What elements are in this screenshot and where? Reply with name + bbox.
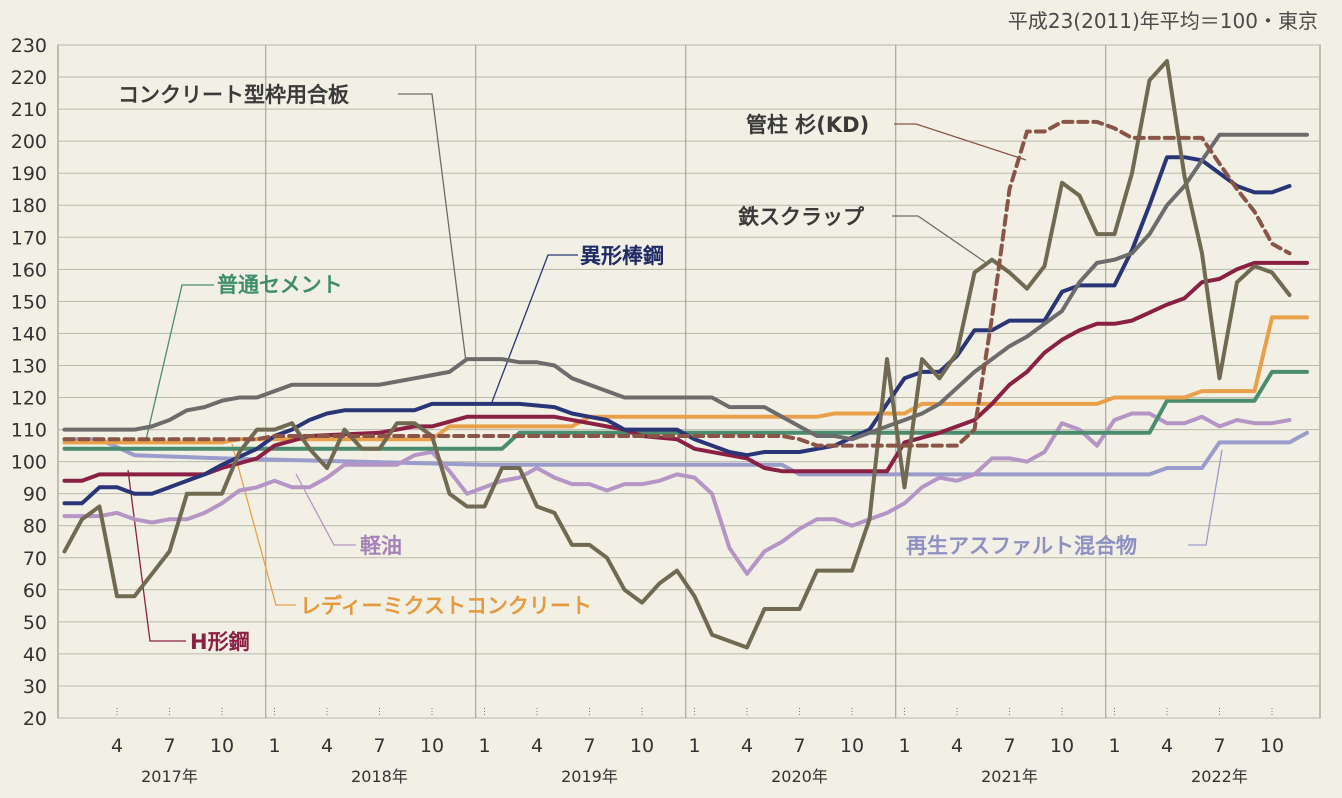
series-label: 再生アスファルト混合物 <box>906 534 1137 558</box>
y-tick-label: 20 <box>23 708 47 730</box>
month-tick-label: 4 <box>111 735 123 757</box>
label-leader-line <box>231 443 296 606</box>
y-tick-label: 80 <box>23 516 47 538</box>
year-label: 2018年 <box>351 767 408 786</box>
month-tick-label: 10 <box>1260 735 1284 757</box>
month-tick-label: 4 <box>1161 735 1173 757</box>
y-tick-label: 140 <box>11 323 47 345</box>
y-tick-label: 190 <box>11 163 47 185</box>
series-line <box>62 315 1309 445</box>
year-label: 2020年 <box>771 767 828 786</box>
y-tick-label: 50 <box>23 612 47 634</box>
series-line <box>62 119 1292 448</box>
month-tick-label: 10 <box>630 735 654 757</box>
month-tick-label: 7 <box>583 735 595 757</box>
year-label: 2022年 <box>1191 767 1248 786</box>
year-label: 2019年 <box>561 767 618 786</box>
month-tick-label: 7 <box>163 735 175 757</box>
label-leader-line <box>894 123 1027 161</box>
y-tick-label: 70 <box>23 548 47 570</box>
month-tick-label: 10 <box>840 735 864 757</box>
series-label: コンクリート型枠用合板 <box>118 83 350 107</box>
y-tick-label: 100 <box>11 452 47 474</box>
series-line <box>62 155 1292 506</box>
label-leader-line <box>295 473 356 546</box>
y-tick-label: 170 <box>11 227 47 249</box>
label-leader-line <box>892 215 986 263</box>
series-line <box>62 369 1309 451</box>
series-label: 軽油 <box>360 534 402 558</box>
y-tick-label: 150 <box>11 291 47 313</box>
month-tick-label: 4 <box>531 735 543 757</box>
label-leader-line <box>145 284 214 441</box>
y-tick-label: 60 <box>23 580 47 602</box>
y-tick-label: 40 <box>23 644 47 666</box>
month-tick-label: 7 <box>1003 735 1015 757</box>
series-line <box>62 411 1292 576</box>
month-tick-label: 1 <box>688 735 700 757</box>
series-line <box>62 132 1309 442</box>
year-label: 2021年 <box>981 767 1038 786</box>
chart-note: 平成23(2011)年平均＝100・東京 <box>1008 9 1318 33</box>
month-tick-label: 4 <box>321 735 333 757</box>
y-tick-label: 210 <box>11 99 47 121</box>
label-leader-line <box>127 469 186 642</box>
series-label: 管柱 杉(KD) <box>746 113 869 137</box>
month-tick-label: 7 <box>1213 735 1225 757</box>
y-tick-label: 200 <box>11 131 47 153</box>
month-tick-label: 1 <box>478 735 490 757</box>
series-label: 普通セメント <box>217 273 343 297</box>
label-leader-line <box>1188 449 1223 546</box>
month-tick-label: 1 <box>1108 735 1120 757</box>
label-leader-line <box>491 254 578 403</box>
month-tick-label: 7 <box>373 735 385 757</box>
y-tick-label: 120 <box>11 388 47 410</box>
series-lines <box>62 59 1309 650</box>
series-line <box>62 59 1292 650</box>
label-leader-lines <box>127 93 1223 642</box>
y-tick-label: 220 <box>11 67 47 89</box>
year-label: 2017年 <box>141 767 198 786</box>
label-leader-line <box>398 93 467 363</box>
series-label: 鉄スクラップ <box>738 205 865 229</box>
month-tick-label: 4 <box>741 735 753 757</box>
y-tick-label: 90 <box>23 484 47 506</box>
y-tick-label: 180 <box>11 195 47 217</box>
month-tick-label: 10 <box>1050 735 1074 757</box>
series-label: H形鋼 <box>190 630 250 654</box>
month-tick-label: 1 <box>898 735 910 757</box>
y-tick-label: 110 <box>11 420 47 442</box>
y-tick-label: 30 <box>23 676 47 698</box>
series-label: レディーミクストコンクリート <box>300 594 592 618</box>
month-tick-label: 10 <box>210 735 234 757</box>
month-tick-label: 7 <box>793 735 805 757</box>
y-tick-label: 230 <box>11 35 47 57</box>
axis-labels: 2030405060708090100110120130140150160170… <box>11 35 1284 786</box>
y-tick-label: 130 <box>11 355 47 377</box>
y-tick-label: 160 <box>11 259 47 281</box>
month-tick-label: 4 <box>951 735 963 757</box>
month-tick-label: 10 <box>420 735 444 757</box>
month-tick-label: 1 <box>268 735 280 757</box>
series-label: 異形棒鋼 <box>580 244 664 268</box>
